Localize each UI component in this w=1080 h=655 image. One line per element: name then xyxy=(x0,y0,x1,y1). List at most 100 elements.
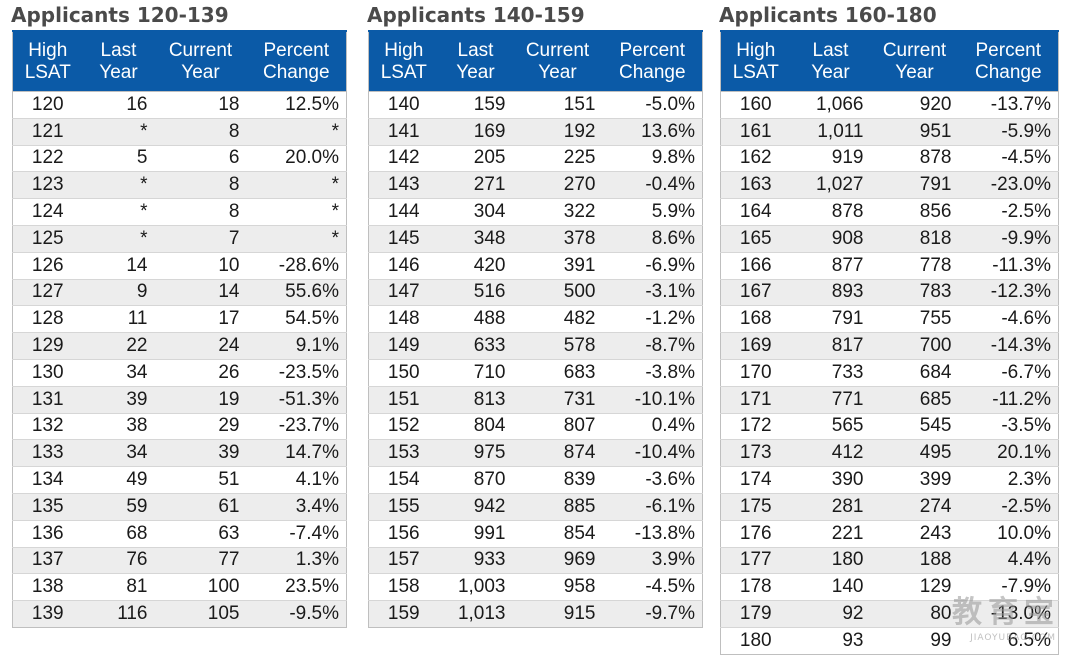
current-year-cell: 731 xyxy=(512,385,603,414)
high-lsat-cell: 150 xyxy=(368,358,439,387)
table-row: 142 205 225 9.8% xyxy=(368,144,703,172)
percent-change-cell: -14.3% xyxy=(958,332,1059,360)
percent-change-cell: 4.4% xyxy=(958,546,1059,574)
panel-applicants-120-139: Applicants 120-139 High LSAT Last Year Cur… xyxy=(11,0,347,628)
percent-change-cell: 20.1% xyxy=(958,439,1059,467)
last-year-cell: 34 xyxy=(82,358,155,387)
high-lsat-cell: 122 xyxy=(12,144,83,172)
percent-change-cell: -12.3% xyxy=(958,278,1059,306)
high-lsat-cell: 149 xyxy=(368,332,439,360)
percent-change-cell: 0.4% xyxy=(602,412,703,440)
high-lsat-cell: 142 xyxy=(368,144,439,172)
last-year-cell: * xyxy=(82,198,155,226)
high-lsat-cell: 169 xyxy=(720,332,791,360)
last-year-cell: 908 xyxy=(790,224,871,253)
percent-change-cell: 23.5% xyxy=(246,573,347,601)
last-year-cell: 271 xyxy=(438,171,513,199)
current-year-cell: 878 xyxy=(870,144,959,172)
table-row: 135 59 61 3.4% xyxy=(12,492,347,521)
table-row: 143 271 270 -0.4% xyxy=(368,171,703,199)
current-year-cell: 958 xyxy=(512,573,603,601)
last-year-cell: 1,066 xyxy=(790,91,871,119)
percent-change-cell: -23.5% xyxy=(246,358,347,387)
high-lsat-cell: 166 xyxy=(720,251,791,280)
last-year-cell: 710 xyxy=(438,358,513,387)
table-row: 169 817 700 -14.3% xyxy=(720,332,1059,360)
table-row: 177 180 188 4.4% xyxy=(720,546,1059,574)
high-lsat-cell: 175 xyxy=(720,492,791,521)
high-lsat-cell: 162 xyxy=(720,144,791,172)
percent-change-cell: -13.7% xyxy=(958,91,1059,119)
percent-change-cell: -11.3% xyxy=(958,251,1059,280)
header-last-year: Last Year xyxy=(82,30,155,92)
last-year-cell: 140 xyxy=(790,573,871,601)
percent-change-cell: -2.5% xyxy=(958,492,1059,521)
high-lsat-cell: 136 xyxy=(12,519,83,548)
table-row: 180 93 99 6.5% xyxy=(720,626,1059,655)
high-lsat-cell: 153 xyxy=(368,439,439,467)
percent-change-cell: 13.6% xyxy=(602,117,703,146)
last-year-cell: * xyxy=(82,224,155,253)
current-year-cell: 783 xyxy=(870,278,959,306)
percent-change-cell: -3.6% xyxy=(602,466,703,494)
high-lsat-cell: 177 xyxy=(720,546,791,574)
high-lsat-cell: 140 xyxy=(368,91,439,119)
table-row: 136 68 63 -7.4% xyxy=(12,519,347,548)
high-lsat-cell: 132 xyxy=(12,412,83,440)
table-title: Applicants 120-139 xyxy=(11,3,229,27)
last-year-cell: 76 xyxy=(82,546,155,574)
percent-change-cell: 55.6% xyxy=(246,278,347,306)
percent-change-cell: -3.5% xyxy=(958,412,1059,440)
current-year-cell: 51 xyxy=(154,466,247,494)
last-year-cell: 633 xyxy=(438,332,513,360)
last-year-cell: 942 xyxy=(438,492,513,521)
high-lsat-cell: 158 xyxy=(368,573,439,601)
table-row: 122 5 6 20.0% xyxy=(12,144,347,172)
high-lsat-cell: 161 xyxy=(720,117,791,146)
high-lsat-cell: 165 xyxy=(720,224,791,253)
percent-change-cell: -13.0% xyxy=(958,600,1059,628)
current-year-cell: 24 xyxy=(154,332,247,360)
table-row: 121 * 8 * xyxy=(12,117,347,146)
current-year-cell: 63 xyxy=(154,519,247,548)
current-year-cell: 6 xyxy=(154,144,247,172)
current-year-cell: 105 xyxy=(154,600,247,628)
percent-change-cell: -6.9% xyxy=(602,251,703,280)
table-row: 124 * 8 * xyxy=(12,198,347,226)
last-year-cell: 817 xyxy=(790,332,871,360)
header-last-year: Last Year xyxy=(438,30,513,92)
high-lsat-cell: 173 xyxy=(720,439,791,467)
table-row: 146 420 391 -6.9% xyxy=(368,251,703,280)
last-year-cell: 1,013 xyxy=(438,600,513,628)
high-lsat-cell: 143 xyxy=(368,171,439,199)
current-year-cell: 951 xyxy=(870,117,959,146)
current-year-cell: 818 xyxy=(870,224,959,253)
high-lsat-cell: 123 xyxy=(12,171,83,199)
last-year-cell: 221 xyxy=(790,519,871,548)
high-lsat-cell: 154 xyxy=(368,466,439,494)
last-year-cell: 11 xyxy=(82,305,155,333)
high-lsat-cell: 168 xyxy=(720,305,791,333)
percent-change-cell: -4.5% xyxy=(958,144,1059,172)
high-lsat-cell: 141 xyxy=(368,117,439,146)
table-row: 147 516 500 -3.1% xyxy=(368,278,703,306)
header-high-lsat: High LSAT xyxy=(720,30,791,92)
header-current-year: Current Year xyxy=(870,30,959,92)
percent-change-cell: -7.9% xyxy=(958,573,1059,601)
current-year-cell: 685 xyxy=(870,385,959,414)
percent-change-cell: 10.0% xyxy=(958,519,1059,548)
table-row: 140 159 151 -5.0% xyxy=(368,91,703,119)
last-year-cell: 771 xyxy=(790,385,871,414)
table-header-row: High LSAT Last Year Current Year Percent Cha… xyxy=(720,30,1059,92)
table-row: 164 878 856 -2.5% xyxy=(720,198,1059,226)
last-year-cell: 1,003 xyxy=(438,573,513,601)
table-row: 130 34 26 -23.5% xyxy=(12,358,347,387)
table-row: 174 390 399 2.3% xyxy=(720,466,1059,494)
last-year-cell: 5 xyxy=(82,144,155,172)
percent-change-cell: 2.3% xyxy=(958,466,1059,494)
current-year-cell: 778 xyxy=(870,251,959,280)
percent-change-cell: -23.7% xyxy=(246,412,347,440)
percent-change-cell: 4.1% xyxy=(246,466,347,494)
last-year-cell: 975 xyxy=(438,439,513,467)
table-row: 134 49 51 4.1% xyxy=(12,466,347,494)
